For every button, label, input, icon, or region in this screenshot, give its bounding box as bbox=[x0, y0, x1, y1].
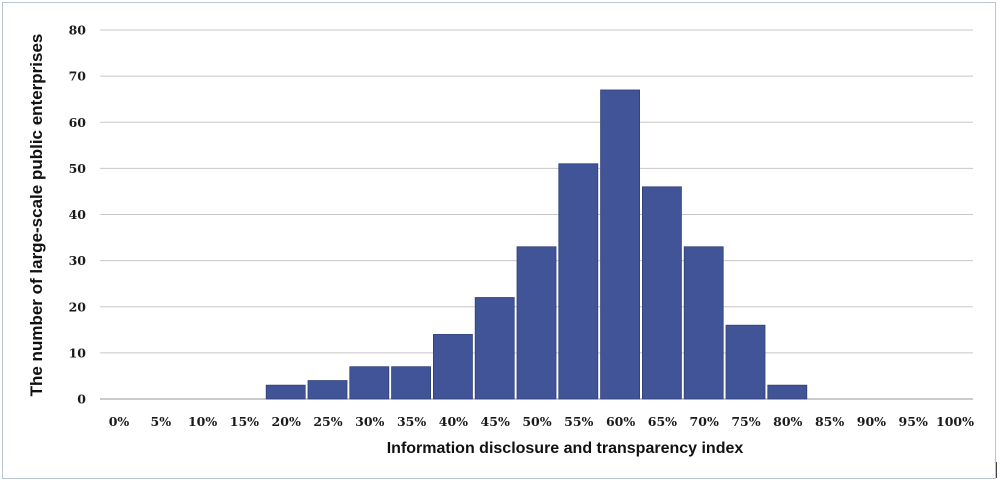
x-tick-label: 55% bbox=[564, 414, 593, 429]
x-tick-label: 25% bbox=[313, 414, 342, 429]
x-tick-label: 45% bbox=[481, 414, 510, 429]
y-tick-label: 10 bbox=[69, 345, 87, 360]
histogram-bar bbox=[265, 384, 306, 400]
x-tick-label: 60% bbox=[606, 414, 635, 429]
edge-mark bbox=[996, 462, 997, 478]
y-tick-label: 50 bbox=[69, 161, 87, 176]
y-tick-label: 80 bbox=[69, 23, 87, 38]
histogram-bar bbox=[391, 366, 432, 400]
x-tick-label: 65% bbox=[648, 414, 677, 429]
histogram-bar bbox=[642, 186, 682, 400]
y-tick-label: 40 bbox=[69, 207, 87, 222]
x-tick-label: 10% bbox=[188, 414, 217, 429]
histogram-bar bbox=[767, 384, 808, 400]
x-tick-label: 20% bbox=[272, 414, 301, 429]
y-tick-label: 20 bbox=[69, 299, 87, 314]
x-tick-label: 85% bbox=[815, 414, 844, 429]
x-tick-label: 40% bbox=[439, 414, 468, 429]
x-tick-label: 75% bbox=[731, 414, 760, 429]
y-axis-label: The number of large-scale public enterpr… bbox=[27, 33, 46, 397]
histogram-bar bbox=[600, 89, 640, 400]
x-tick-label: 30% bbox=[355, 414, 384, 429]
x-tick-label: 90% bbox=[857, 414, 886, 429]
histogram-bar bbox=[474, 297, 515, 400]
x-tick-label: 95% bbox=[899, 414, 928, 429]
x-tick-label: 15% bbox=[230, 414, 259, 429]
histogram-bar bbox=[307, 380, 348, 400]
histogram-bar bbox=[558, 163, 599, 400]
x-tick-label: 5% bbox=[151, 414, 172, 429]
y-tick-label: 60 bbox=[69, 115, 87, 130]
x-tick-label: 50% bbox=[522, 414, 551, 429]
x-tick-label: 100% bbox=[936, 414, 974, 429]
histogram-bar bbox=[683, 246, 724, 400]
y-tick-label: 30 bbox=[69, 253, 87, 268]
x-tick-label: 80% bbox=[773, 414, 802, 429]
x-axis-label: Information disclosure and transparency … bbox=[386, 440, 744, 457]
y-tick-label: 0 bbox=[77, 392, 86, 407]
x-tick-label: 0% bbox=[109, 414, 130, 429]
histogram-bar bbox=[349, 366, 390, 400]
y-tick-label: 70 bbox=[69, 69, 87, 84]
x-tick-label: 35% bbox=[397, 414, 426, 429]
histogram-bar bbox=[725, 324, 766, 400]
histogram-bar bbox=[432, 334, 473, 400]
x-tick-label: 70% bbox=[690, 414, 719, 429]
histogram-bar bbox=[516, 246, 557, 400]
